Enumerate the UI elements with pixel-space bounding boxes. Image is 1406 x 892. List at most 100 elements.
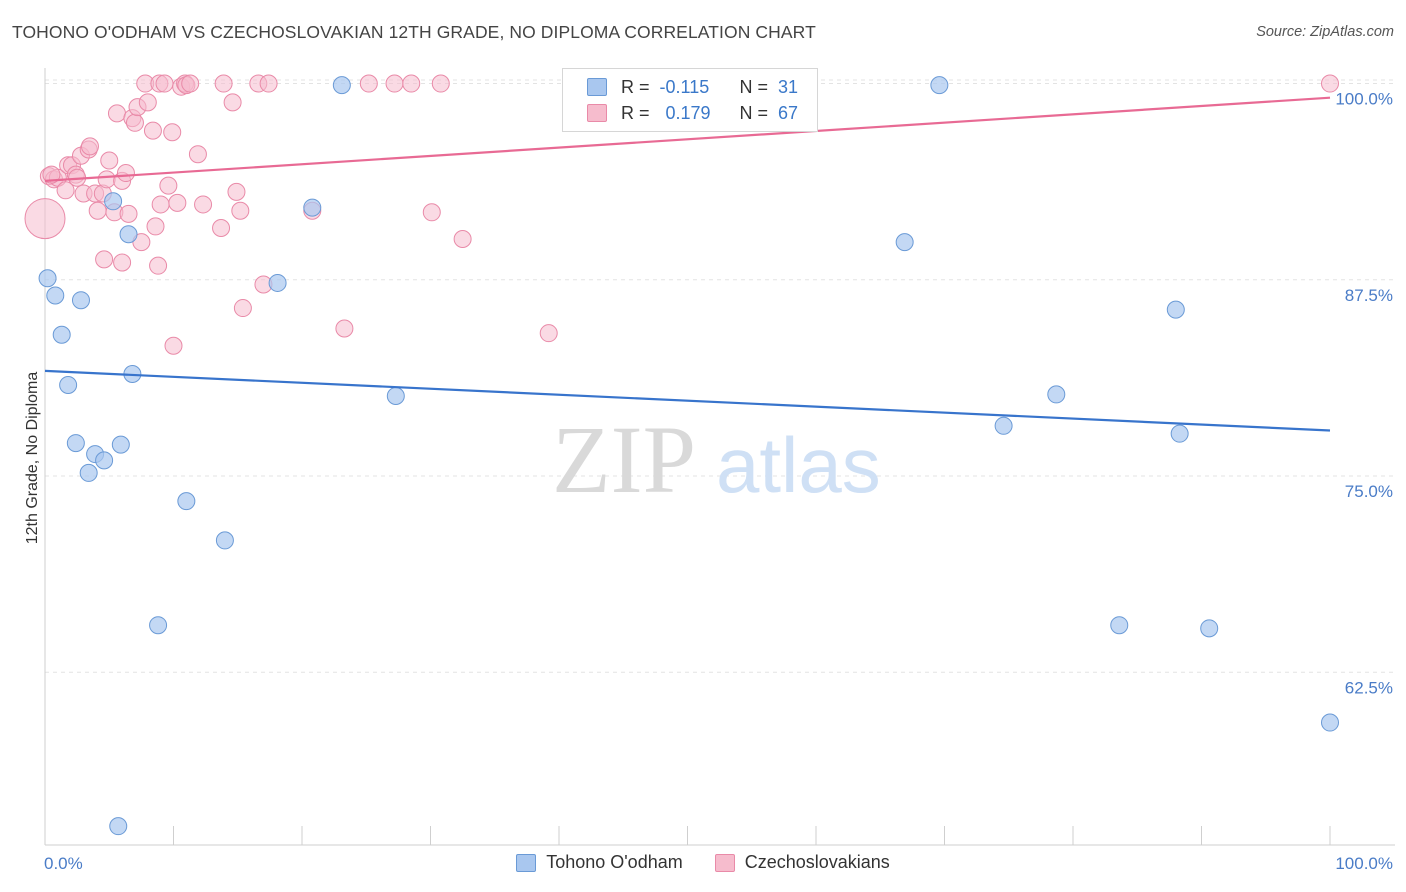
czech-point <box>119 204 138 223</box>
czech-point <box>159 176 178 195</box>
czech-point <box>231 201 250 220</box>
czech-point <box>42 165 61 184</box>
tohono-point <box>1321 713 1339 732</box>
czech-point <box>539 324 558 343</box>
tohono-point <box>38 269 57 288</box>
czech-point <box>146 217 165 236</box>
tohono-point <box>895 233 914 252</box>
series-swatch-pink <box>714 853 735 872</box>
czech-point <box>143 121 162 140</box>
czech-point <box>138 93 157 112</box>
czech-point <box>164 336 183 355</box>
series-legend-czech[interactable]: Czechoslovakians <box>714 852 890 873</box>
series-legend-tohono[interactable]: Tohono O'odham <box>516 852 683 873</box>
czech-point <box>107 104 126 123</box>
czech-point <box>335 319 354 338</box>
tohono-point <box>930 76 949 95</box>
data-points <box>24 74 1339 836</box>
legend-swatch-pink <box>587 104 607 122</box>
tohono-point <box>1047 385 1066 404</box>
czech-point <box>233 299 252 318</box>
watermark-atlas: atlas <box>716 421 881 509</box>
czech-point <box>168 193 187 212</box>
czech-point <box>227 182 246 201</box>
tohono-point <box>386 386 405 405</box>
tohono-point <box>177 492 196 511</box>
czech-point <box>431 74 450 93</box>
czech-point <box>24 198 66 240</box>
series-swatch-blue <box>516 853 537 872</box>
czech-point <box>151 195 170 214</box>
y-tick-label: 62.5% <box>1345 678 1393 697</box>
czech-point <box>95 250 114 269</box>
tohono-point <box>268 273 287 292</box>
czech-point <box>97 170 116 189</box>
czech-point <box>149 256 168 275</box>
legend-n-value: 67 <box>778 102 799 123</box>
tohono-point <box>119 225 138 244</box>
series-label: Czechoslovakians <box>744 852 890 872</box>
czech-point <box>259 74 278 93</box>
czech-point <box>453 229 472 248</box>
czech-point <box>359 74 378 93</box>
tohono-point <box>71 291 90 310</box>
x-tick-label: 100.0% <box>1335 854 1393 873</box>
czech-point <box>155 74 174 93</box>
legend-r-value: 0.179 <box>665 102 711 123</box>
tohono-point <box>46 286 65 305</box>
watermark: ZIP atlas <box>552 406 881 513</box>
czech-point <box>113 253 132 272</box>
tohono-point <box>79 463 98 482</box>
czech-point <box>194 195 213 214</box>
tohono-point <box>66 434 85 453</box>
legend-n-label: N = <box>739 102 769 123</box>
legend-r-value: -0.115 <box>659 76 710 97</box>
czech-point <box>80 137 99 156</box>
trend-lines <box>44 96 1331 432</box>
legend-n-label: N = <box>739 76 769 97</box>
legend-row-czech: R = 0.179 N = 67 <box>587 100 798 126</box>
series-label: Tohono O'odham <box>546 852 683 872</box>
tohono-point <box>59 375 78 394</box>
tohono-point <box>111 435 130 454</box>
czech-point <box>402 74 421 93</box>
czech-point <box>1321 74 1339 93</box>
source-label: Source: ZipAtlas.com <box>1256 24 1394 40</box>
tohono-point <box>303 198 322 217</box>
axes <box>44 68 1395 846</box>
czech-point <box>100 151 119 170</box>
tick-labels: 62.5% 75.0% 87.5% 100.0% 0.0% 100.0% <box>44 90 1393 873</box>
czech-point <box>181 74 200 93</box>
legend-r-label: R = <box>621 76 650 97</box>
tohono-point <box>1110 616 1129 635</box>
tohono-point <box>95 451 114 470</box>
czech-point <box>422 203 441 222</box>
czech-point <box>212 218 231 237</box>
legend-swatch-blue <box>587 78 607 96</box>
tohono-point <box>332 76 351 95</box>
tohono-point <box>994 416 1013 435</box>
chart-title: TOHONO O'ODHAM VS CZECHOSLOVAKIAN 12TH G… <box>12 22 816 42</box>
czech-point <box>214 74 233 93</box>
legend-n-value: 31 <box>778 76 799 97</box>
legend-row-tohono: R = -0.115 N = 31 <box>587 74 798 100</box>
tohono-point <box>215 531 234 550</box>
legend-r-label: R = <box>621 102 650 123</box>
tohono-trend-line <box>44 369 1331 432</box>
series-legend: Tohono O'odham Czechoslovakians <box>0 852 1406 873</box>
tohono-point <box>1200 619 1219 638</box>
czech-point <box>163 123 182 142</box>
watermark-zip: ZIP <box>552 406 696 513</box>
tohono-point <box>149 616 168 635</box>
y-tick-label: 87.5% <box>1345 286 1393 305</box>
czech-point <box>116 164 135 183</box>
x-tick-label: 0.0% <box>44 854 83 873</box>
correlation-legend: R = -0.115 N = 31 R = 0.179 N = 67 <box>562 68 818 132</box>
y-axis-label: 12th Grade, No Diploma <box>24 372 41 545</box>
y-tick-label: 100.0% <box>1335 90 1393 109</box>
czech-point <box>223 93 242 112</box>
czech-point <box>188 145 207 164</box>
czech-point <box>56 181 75 200</box>
czech-point <box>385 74 404 93</box>
